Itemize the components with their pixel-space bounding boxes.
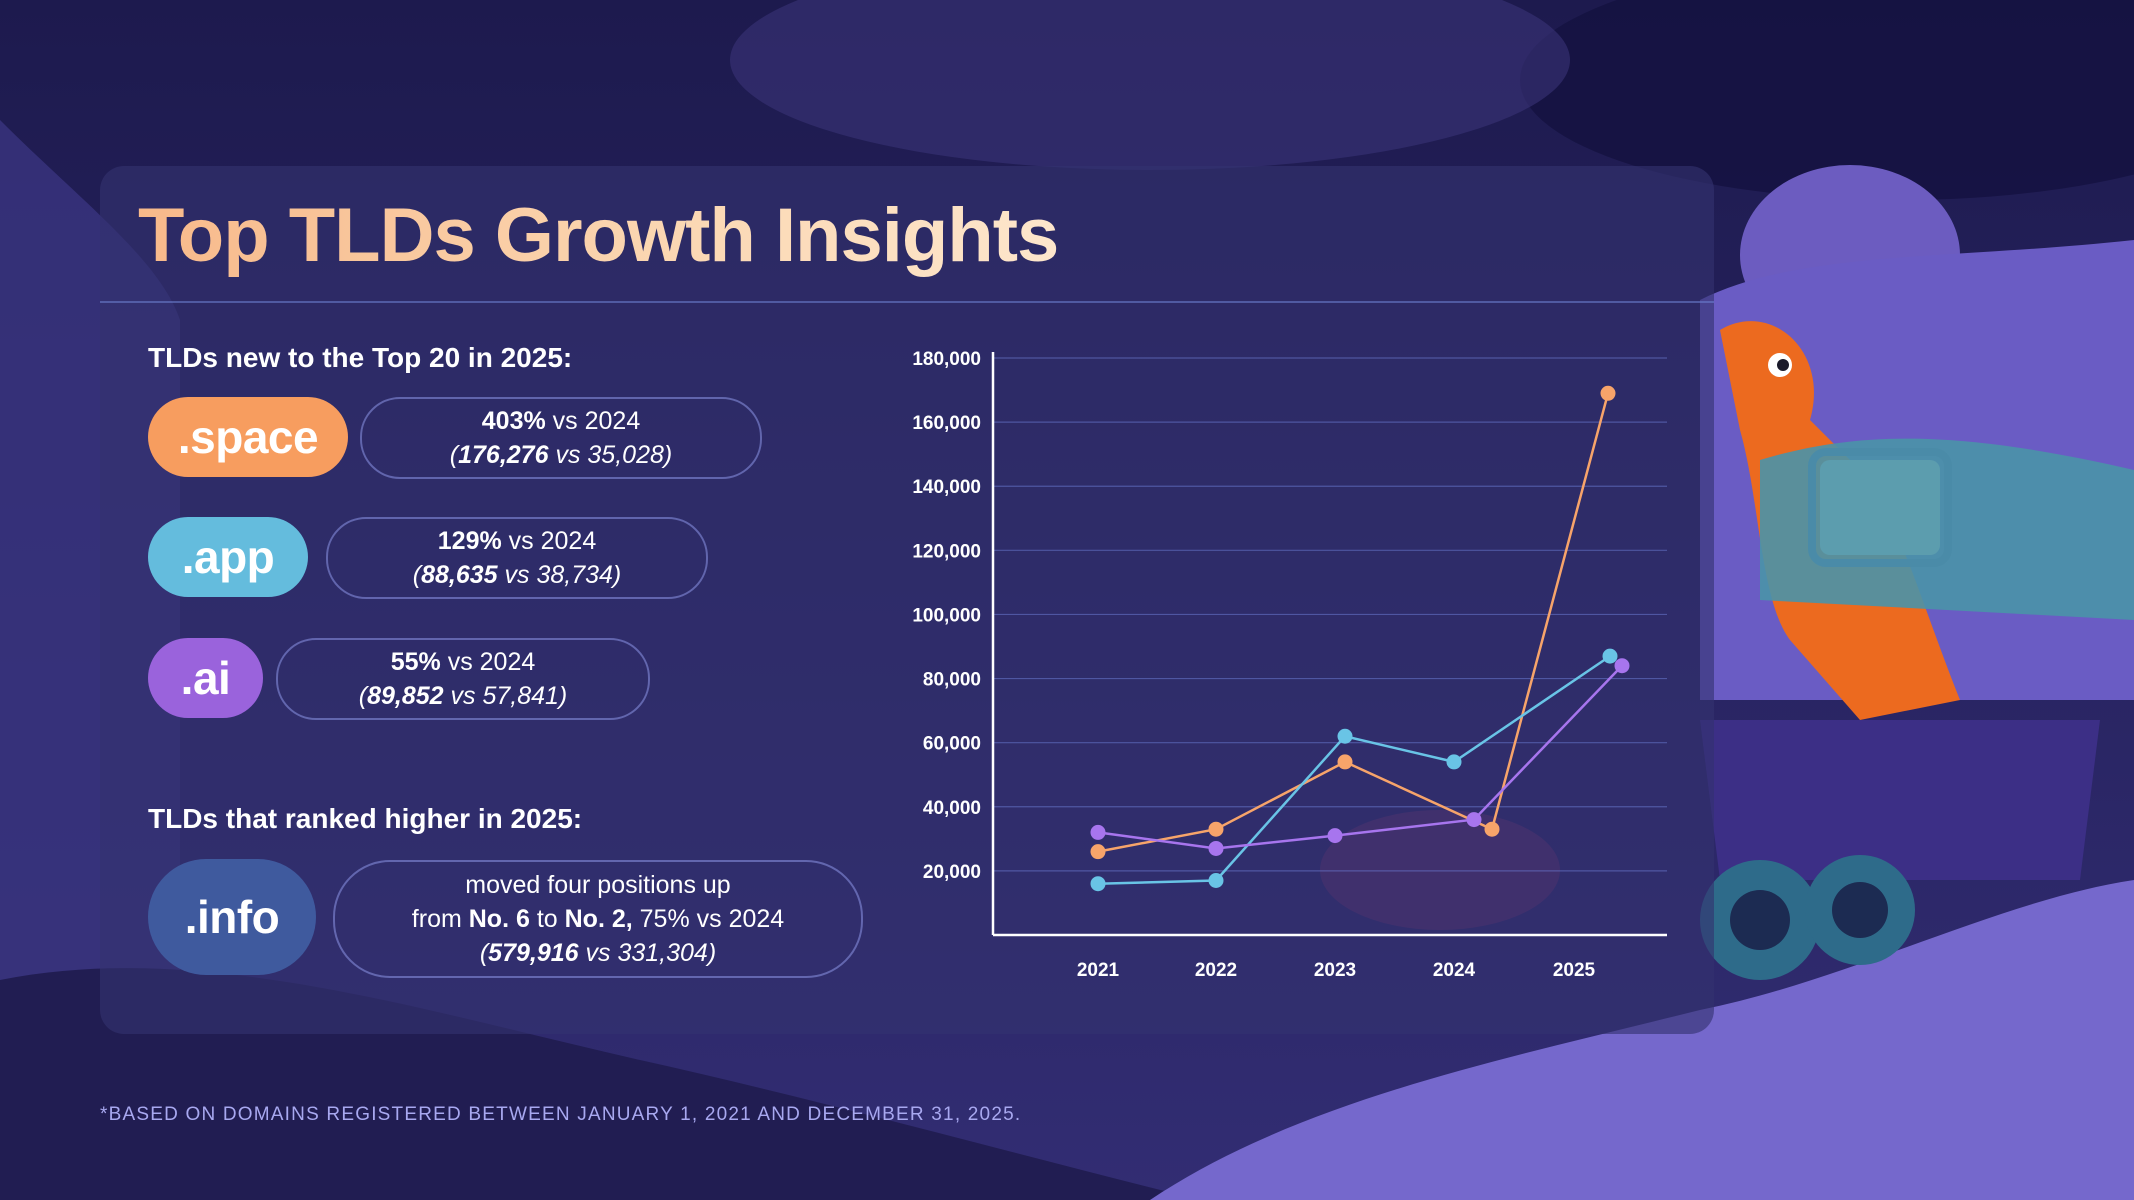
ranked-higher-heading: TLDs that ranked higher in 2025: — [148, 803, 583, 834]
y-tick-label: 160,000 — [912, 413, 981, 434]
tld-pill-info: .info — [148, 859, 316, 975]
y-tick-label: 60,000 — [923, 734, 981, 755]
stat-line-1: moved four positions up — [465, 871, 731, 899]
tld-label: .info — [184, 891, 280, 943]
y-tick-label: 20,000 — [923, 862, 981, 883]
data-point — [1090, 824, 1106, 840]
stat-line-2: from No. 6 to No. 2, 75% vs 2024 — [411, 905, 785, 933]
stat-line-percent: 55% vs 2024 — [390, 648, 536, 676]
stat-line-values: (88,635 vs 38,734) — [412, 561, 622, 589]
data-point — [1090, 876, 1106, 892]
x-tick-label: 2025 — [1553, 960, 1596, 981]
y-tick-label: 180,000 — [912, 349, 981, 370]
series-line — [1097, 664, 1623, 850]
data-point — [1090, 844, 1106, 860]
tld-pill-app: .app — [148, 517, 308, 597]
stat-line-percent: 129% vs 2024 — [437, 527, 597, 555]
tld-stat-space: 403% vs 2024 (176,276 vs 35,028) — [360, 397, 762, 479]
growth-line-chart: 20,000 40,000 60,000 80,000 100,000 120,000 14… — [912, 349, 1667, 981]
tld-stat-ai: 55% vs 2024 (89,852 vs 57,841) — [276, 638, 650, 720]
new-tlds-heading: TLDs new to the Top 20 in 2025: — [148, 342, 573, 373]
series-line — [1097, 392, 1610, 853]
data-point — [1600, 385, 1616, 401]
data-point — [1466, 812, 1482, 828]
x-tick-label: 2023 — [1314, 960, 1356, 981]
data-point — [1208, 873, 1224, 889]
data-point — [1208, 840, 1224, 856]
series-line — [1097, 655, 1611, 885]
data-point — [1484, 821, 1500, 837]
y-tick-label: 120,000 — [912, 541, 981, 562]
data-point — [1337, 754, 1353, 770]
tld-stat-app: 129% vs 2024 (88,635 vs 38,734) — [326, 517, 708, 599]
tld-label: .app — [181, 531, 275, 583]
footnote: *BASED ON DOMAINS REGISTERED BETWEEN JAN… — [100, 1104, 1022, 1125]
y-tick-label: 40,000 — [923, 798, 981, 819]
title-divider — [100, 301, 1714, 303]
y-tick-label: 100,000 — [912, 605, 981, 626]
x-tick-label: 2021 — [1077, 960, 1120, 981]
data-point — [1337, 728, 1353, 744]
y-tick-label: 140,000 — [912, 477, 981, 498]
stat-line-3: (579,916 vs 331,304) — [479, 939, 717, 967]
stat-line-values: (89,852 vs 57,841) — [358, 682, 568, 710]
stat-line-values: (176,276 vs 35,028) — [449, 441, 673, 469]
x-tick-label: 2022 — [1195, 960, 1237, 981]
data-point — [1614, 658, 1630, 674]
data-point — [1327, 828, 1343, 844]
fox-illustration — [1700, 321, 2134, 980]
tld-label: .ai — [180, 652, 231, 704]
data-point — [1446, 754, 1462, 770]
x-tick-label: 2024 — [1433, 960, 1476, 981]
tld-pill-ai: .ai — [148, 638, 263, 718]
tld-label: .space — [177, 411, 319, 463]
tld-pill-space: .space — [148, 397, 348, 477]
page-title: Top TLDs Growth Insights — [138, 193, 1059, 278]
tld-stat-info: moved four positions up from No. 6 to No… — [333, 860, 863, 978]
stat-line-percent: 403% vs 2024 — [481, 407, 641, 435]
y-tick-label: 80,000 — [923, 670, 981, 691]
data-point — [1602, 648, 1618, 664]
data-point — [1208, 821, 1224, 837]
